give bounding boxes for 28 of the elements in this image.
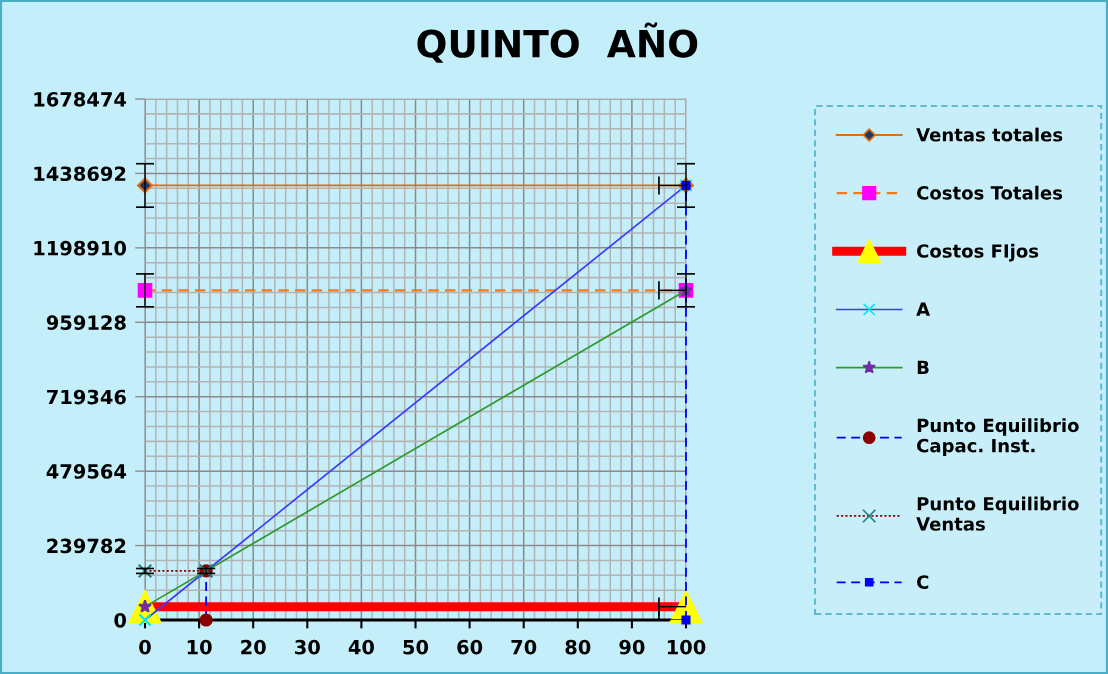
x-tick-label: 10: [187, 639, 212, 655]
y-tick-label: 479564: [46, 464, 127, 479]
y-tick-label: 1678474: [34, 91, 127, 107]
legend-label: Ventas totales: [916, 127, 1063, 142]
legend-label: A: [916, 302, 931, 316]
y-tick-label: 239782: [47, 538, 126, 554]
legend-label: Costos FIjos: [917, 243, 1039, 262]
legend-label: C: [917, 575, 929, 589]
x-tick-label: 70: [511, 639, 537, 655]
legend-label: Costos Totales: [917, 185, 1063, 200]
x-tick-label: 60: [457, 639, 483, 655]
y-tick-label: 1438692: [34, 166, 126, 182]
x-tick-label: 30: [295, 639, 320, 655]
x-tick-label: 100: [667, 639, 706, 655]
y-tick-label: 0: [114, 612, 127, 628]
x-tick-label: 0: [139, 639, 151, 655]
chart-title: QUINTO AÑO: [417, 22, 698, 63]
x-tick-label: 90: [619, 639, 645, 655]
y-tick-label: 1198910: [34, 240, 127, 256]
y-tick-label: 719346: [47, 389, 126, 405]
x-tick-label: 80: [565, 639, 591, 655]
legend-label: Punto Equilibrio Ventas: [916, 496, 1079, 531]
legend-label: B: [917, 360, 929, 374]
x-tick-label: 50: [403, 639, 429, 655]
y-tick-label: 959128: [46, 315, 126, 330]
x-tick-label: 40: [348, 639, 374, 655]
x-tick-label: 20: [241, 639, 266, 655]
legend-label: Punto Equilibrio Capac. Inst.: [917, 418, 1079, 456]
